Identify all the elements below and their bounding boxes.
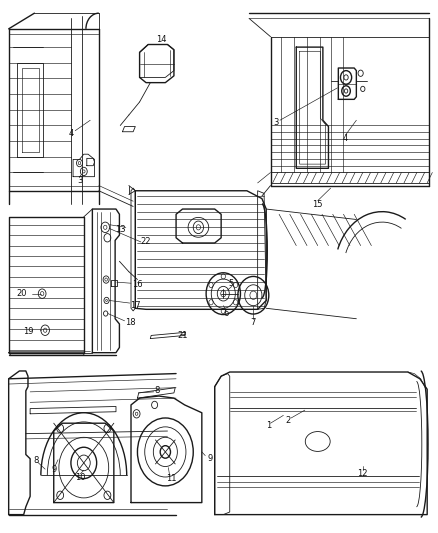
Text: 3: 3 [77,176,82,185]
Text: 22: 22 [141,237,151,246]
Text: 1: 1 [266,421,271,430]
Text: 13: 13 [115,225,126,235]
Text: 8: 8 [33,456,39,465]
Text: 6: 6 [224,309,229,318]
Text: 4: 4 [68,129,74,138]
Text: 21: 21 [177,332,188,341]
Text: 5: 5 [228,279,233,288]
Text: 9: 9 [51,465,57,474]
Text: 2: 2 [285,416,290,425]
Text: 20: 20 [16,289,27,298]
Text: 19: 19 [23,327,33,336]
Text: 18: 18 [125,318,135,327]
Text: 4: 4 [343,134,348,143]
Text: 16: 16 [132,280,143,289]
Text: 8: 8 [154,386,159,395]
Text: 9: 9 [208,454,213,463]
Text: 3: 3 [273,118,278,127]
Text: 12: 12 [357,469,368,478]
Text: 14: 14 [156,35,166,44]
Text: 10: 10 [75,473,85,482]
Text: 15: 15 [312,200,323,209]
Text: 17: 17 [130,301,141,310]
Text: 7: 7 [251,318,256,327]
Text: 11: 11 [166,474,177,483]
